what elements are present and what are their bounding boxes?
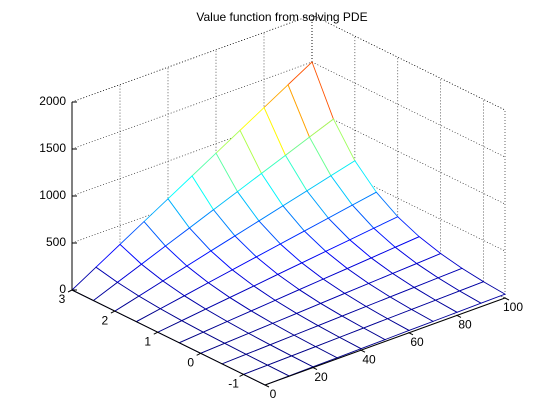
y-tick — [67, 289, 73, 293]
grid-line — [71, 108, 313, 197]
y-tick — [110, 310, 116, 314]
y-tick-label: 0 — [187, 356, 194, 370]
x-tick — [264, 384, 270, 388]
z-tick-label: 2000 — [39, 94, 66, 108]
z-tick-label: 0 — [59, 282, 66, 296]
y-tick-label: 3 — [59, 292, 66, 306]
x-tick — [504, 297, 510, 301]
y-tick-label: -1 — [228, 377, 239, 391]
y-tick-label: 1 — [144, 334, 151, 348]
box-edge — [71, 14, 313, 103]
box-edge — [311, 14, 506, 111]
y-tick — [196, 352, 201, 356]
z-tick-label: 1500 — [39, 141, 66, 155]
grid-line — [311, 14, 506, 111]
z-tick-label: 1000 — [39, 188, 66, 202]
grid-line — [71, 61, 313, 150]
x-tick — [456, 314, 462, 318]
x-tick-label: 100 — [503, 300, 523, 314]
y-axis — [71, 289, 266, 386]
x-tick-label: 80 — [458, 318, 472, 332]
z-tick-label: 500 — [46, 235, 66, 249]
grid-line — [71, 155, 313, 244]
x-tick-label: 40 — [362, 352, 376, 366]
x-tick-label: 0 — [270, 387, 277, 401]
x-tick — [312, 367, 318, 371]
x-tick-label: 20 — [314, 370, 328, 384]
x-tick — [360, 349, 366, 353]
x-tick — [408, 332, 414, 336]
x-axis — [264, 297, 506, 386]
y-tick — [239, 373, 244, 377]
y-tick — [153, 331, 159, 335]
y-tick-label: 2 — [102, 313, 109, 327]
x-tick-label: 60 — [410, 335, 424, 349]
chart-title: Value function from solving PDE — [196, 10, 367, 24]
